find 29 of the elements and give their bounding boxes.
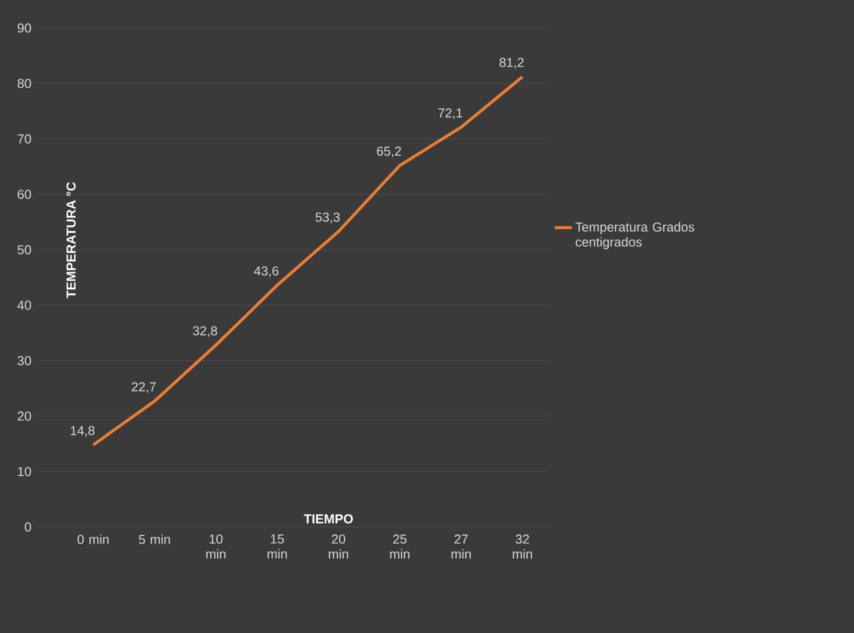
y-tick-label: 20 — [18, 412, 31, 421]
y-tick-label: 90 — [18, 23, 31, 33]
x-axis-title: TIEMPO — [304, 514, 353, 524]
y-tick-label: 70 — [18, 134, 31, 144]
y-tick-label: 80 — [18, 78, 31, 88]
legend-label: Temperatura Grados centigrados — [575, 222, 694, 250]
data-label: 14,8 — [70, 426, 94, 437]
y-axis-title: TEMPERATURA °C — [66, 182, 76, 298]
x-tick-label: 32 min — [512, 534, 532, 558]
x-tick-label: 10 min — [206, 534, 226, 558]
y-tick-label: 60 — [18, 190, 31, 199]
data-label: 53,3 — [316, 212, 340, 224]
data-label: 65,2 — [377, 146, 401, 158]
y-tick-label: 40 — [17, 300, 31, 310]
x-tick-label: 15 min — [268, 534, 287, 558]
data-label: 32,8 — [192, 326, 218, 337]
data-label: 43,6 — [254, 266, 278, 278]
y-tick-label: 10 — [18, 466, 31, 476]
y-tick-label: 0 — [24, 522, 31, 532]
data-label: 81,2 — [500, 58, 524, 69]
data-label: 22,7 — [132, 382, 156, 393]
x-tick-label: 20 min — [328, 534, 348, 558]
data-label: 72,1 — [438, 108, 462, 120]
x-tick-label: 27 min — [452, 534, 471, 558]
y-tick-label: 50 — [18, 245, 31, 254]
y-tick-label: 30 — [18, 356, 31, 366]
x-tick-label: 25 min — [390, 534, 410, 558]
x-tick-label: 0 min — [78, 534, 109, 544]
x-tick-label: 5 min — [138, 534, 170, 544]
